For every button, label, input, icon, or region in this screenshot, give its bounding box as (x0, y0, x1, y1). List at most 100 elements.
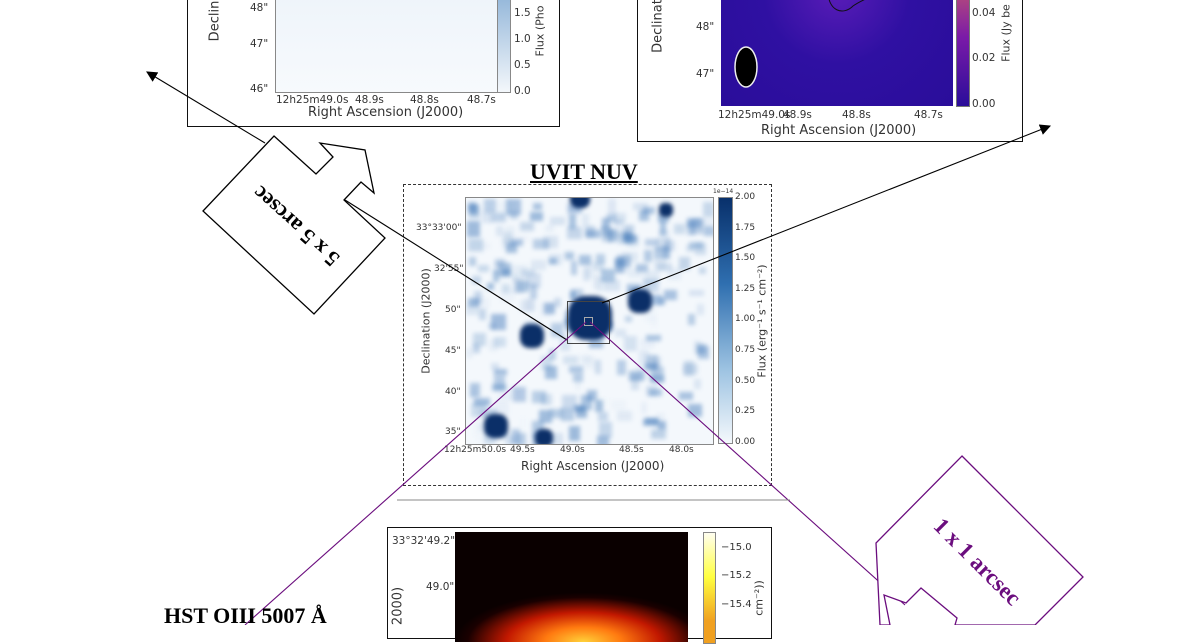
image-speckle (594, 360, 602, 374)
image-speckle (563, 251, 574, 258)
image-speckle (578, 254, 591, 265)
image-speckle (483, 199, 496, 213)
image-speckle (584, 225, 596, 237)
colorbar-tick: −15.0 (721, 542, 752, 553)
image-speckle (548, 257, 558, 264)
image-speckle (569, 291, 576, 300)
image-speckle (562, 355, 578, 364)
y-axis-label: Declinat (650, 0, 666, 53)
image-speckle (544, 225, 555, 233)
image-speckle (689, 290, 705, 297)
colorbar-tick: 1.50 (735, 253, 756, 264)
image-speckle (520, 417, 526, 429)
image-speckle (614, 328, 626, 338)
image-speckle (568, 366, 583, 374)
y-tick: 40" (445, 387, 461, 397)
image-speckle (567, 226, 583, 240)
image-speckle (492, 270, 500, 283)
x-tick: 12h25m49.0s (276, 94, 349, 106)
image-speckle (583, 357, 595, 370)
y-axis-label: 2000) (390, 586, 406, 626)
image-speckle (542, 274, 556, 290)
bottom-colorbar (703, 532, 716, 644)
image-speckle (505, 225, 516, 241)
x-tick: 49.5s (510, 445, 535, 455)
image-speckle (467, 298, 480, 307)
image-speckle (653, 246, 670, 260)
bright-source (484, 414, 508, 438)
image-speckle (469, 383, 480, 398)
x-axis-label: Right Ascension (J2000) (761, 123, 917, 138)
y-tick: 50" (445, 305, 461, 315)
image-speckle (509, 387, 525, 400)
image-speckle (623, 336, 638, 352)
colorbar-tick: −15.2 (721, 570, 752, 581)
x-tick: 48.7s (914, 109, 943, 121)
image-speckle (466, 306, 480, 316)
image-speckle (469, 205, 480, 220)
top-right-panel: 0.04 0.02 0.00 Flux (Jy be 48" 47" Decli… (637, 0, 1023, 142)
image-speckle (611, 400, 627, 410)
image-speckle (495, 226, 504, 237)
y-tick: 47" (250, 38, 269, 50)
image-speckle (510, 211, 519, 220)
colorbar-tick: 0.0 (514, 85, 531, 97)
x-axis-label: Right Ascension (J2000) (521, 459, 665, 473)
image-speckle (533, 202, 543, 211)
image-speckle (583, 268, 590, 282)
y-tick: 49.0" (426, 581, 455, 593)
image-speckle (504, 435, 516, 444)
colorbar-tick: 0.02 (972, 52, 996, 64)
image-speckle (642, 206, 655, 214)
y-axis-label: Declination (J2000) (419, 268, 433, 374)
image-speckle (567, 203, 583, 213)
image-speckle (569, 214, 577, 230)
image-speckle (703, 201, 713, 218)
beam-ellipse (734, 46, 758, 88)
image-speckle (529, 211, 544, 221)
y-axis-label: Declin (207, 0, 223, 42)
top-left-panel: 1.5 1.0 0.5 0.0 Flux (Pho 48" 47" 46" De… (187, 0, 560, 127)
image-speckle (482, 242, 492, 249)
image-speckle (494, 400, 509, 415)
image-speckle (566, 200, 579, 215)
image-speckle (550, 409, 564, 418)
colorbar-tick: 1.5 (514, 7, 531, 19)
image-speckle (487, 282, 495, 291)
image-speckle (573, 373, 583, 383)
image-speckle (581, 213, 590, 227)
top-left-colorbar (497, 0, 511, 93)
colorbar-tick: 0.04 (972, 7, 996, 19)
image-speckle (501, 284, 511, 293)
center-panel-title: UVIT NUV (530, 159, 638, 184)
hst-oiii-image (455, 532, 688, 642)
image-speckle (613, 218, 623, 227)
y-tick: 48" (250, 2, 269, 14)
bright-source (570, 198, 590, 208)
image-speckle (597, 277, 605, 291)
x-tick: 48.5s (619, 445, 644, 455)
x-tick: 49.0s (560, 445, 585, 455)
image-speckle (645, 417, 659, 424)
image-speckle (694, 379, 701, 389)
one-arcsec-callout-arrow (875, 455, 1084, 625)
y-tick: 46" (250, 83, 269, 95)
colorbar-label: Flux (erg⁻¹ s⁻¹ cm⁻²) (755, 264, 769, 378)
x-tick: 48.8s (410, 94, 439, 106)
image-speckle (568, 426, 581, 441)
image-speckle (519, 222, 535, 231)
image-speckle (616, 359, 627, 376)
image-speckle (624, 315, 632, 322)
bottom-panel: −15.0 −15.2 −15.4 cm⁻²)) 33°32'49.2" 49.… (387, 527, 772, 644)
colorbar-label: Flux (Pho (533, 5, 547, 57)
colorbar-label: Flux (Jy be (999, 4, 1013, 62)
image-speckle (679, 391, 693, 400)
image-speckle (644, 250, 652, 263)
bright-source (659, 203, 673, 217)
image-speckle (596, 254, 605, 265)
y-tick: 48" (696, 21, 715, 33)
image-speckle (580, 394, 593, 411)
colorbar-tick: 0.00 (735, 436, 756, 447)
image-speckle (605, 229, 615, 238)
image-speckle (531, 260, 547, 271)
